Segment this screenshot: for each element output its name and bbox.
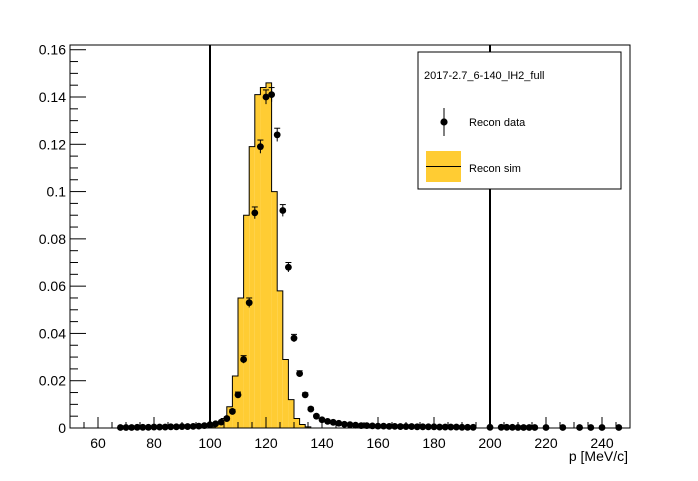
data-point (425, 423, 432, 431)
y-tick-label: 0 (58, 420, 66, 436)
data-point (436, 423, 443, 431)
data-point (223, 415, 231, 422)
data-point (279, 207, 287, 214)
data-point (156, 423, 164, 431)
data-point (419, 423, 427, 431)
sim-bin (288, 399, 294, 428)
data-point (234, 391, 242, 399)
x-tick-label: 100 (198, 435, 222, 451)
x-tick-label: 240 (590, 435, 614, 451)
data-point (363, 422, 371, 430)
data-point (290, 334, 298, 342)
y-tick-label: 0.02 (39, 373, 66, 389)
data-point (139, 423, 147, 431)
sim-bin (232, 375, 238, 428)
x-tick-label: 80 (146, 435, 162, 451)
y-tick-label: 0.08 (39, 231, 66, 247)
data-point (341, 420, 348, 428)
data-point (268, 91, 275, 99)
legend-entry-data: Recon data (440, 108, 526, 136)
x-tick-label: 60 (90, 435, 106, 451)
data-point (352, 421, 359, 429)
data-point (307, 405, 315, 413)
data-point (453, 423, 460, 431)
data-point (441, 423, 449, 431)
x-tick-label: 160 (366, 435, 390, 451)
y-axis-ticks: 0 0.02 0.04 0.06 0.08 0.1 0.12 0.14 0.16 (39, 42, 86, 436)
x-axis-ticks: 60 80 100 120 140 160 180 200 220 240 (69, 417, 631, 451)
y-tick-label: 0.1 (47, 184, 67, 200)
sim-bin (238, 297, 244, 428)
sim-bin (243, 215, 250, 428)
data-point (335, 419, 343, 427)
data-point (201, 422, 208, 430)
data-point (251, 209, 259, 217)
data-point (262, 93, 270, 101)
x-tick-label: 200 (478, 435, 502, 451)
data-point (447, 423, 455, 431)
data-point (273, 131, 281, 139)
sim-bin (249, 146, 255, 428)
legend-entry-sim: Recon sim (426, 151, 521, 182)
data-point (413, 423, 421, 431)
sim-bin (294, 418, 300, 428)
sim-bin (299, 424, 306, 428)
data-point (301, 391, 309, 399)
x-tick-label: 140 (310, 435, 334, 451)
data-point (509, 423, 516, 431)
data-point (167, 423, 175, 431)
legend-data-label: Recon data (469, 117, 526, 129)
data-point (245, 299, 253, 307)
x-axis-label: p [MeV/c] (569, 448, 628, 464)
data-point (133, 423, 141, 431)
legend-header: 2017-2.7_6-140_lH2_full (424, 70, 544, 82)
data-point (285, 263, 292, 271)
x-tick-label: 180 (422, 435, 446, 451)
sim-bin (254, 94, 261, 429)
data-point (503, 423, 511, 431)
data-point (464, 423, 471, 431)
data-point (217, 418, 225, 426)
data-point (212, 420, 220, 428)
sim-bin (271, 191, 278, 428)
sim-bin (282, 359, 289, 428)
data-point (296, 370, 303, 378)
x-tick-label: 120 (254, 435, 278, 451)
y-tick-label: 0.16 (39, 42, 66, 58)
y-tick-label: 0.06 (39, 278, 66, 294)
sim-histogram (209, 82, 312, 429)
sim-bin (266, 82, 272, 429)
data-point (229, 408, 236, 415)
data-point (313, 412, 320, 420)
data-point (161, 423, 169, 431)
data-point (469, 423, 477, 431)
y-tick-label: 0.12 (39, 136, 66, 152)
data-point (357, 422, 365, 430)
legend: 2017-2.7_6-140_lH2_full Recon data Recon… (417, 51, 622, 190)
y-tick-label: 0.14 (39, 89, 66, 105)
data-point (257, 143, 264, 151)
sim-bin (277, 290, 283, 428)
x-tick-label: 220 (534, 435, 558, 451)
data-point (145, 423, 152, 431)
sim-bin (260, 87, 266, 429)
data-point (329, 418, 337, 426)
y-tick-label: 0.04 (39, 325, 66, 341)
legend-sim-label: Recon sim (469, 163, 521, 175)
sim-bin (210, 426, 216, 428)
data-point (173, 423, 180, 431)
data-point (324, 417, 331, 425)
legend-data-marker (440, 118, 448, 126)
data-point (240, 356, 248, 363)
data-point (497, 423, 505, 431)
